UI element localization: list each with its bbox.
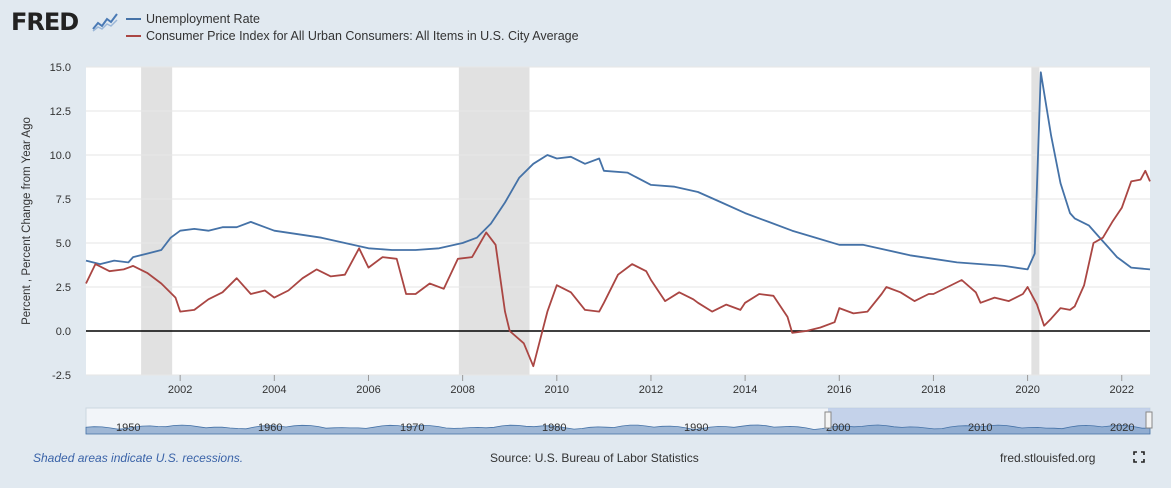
x-tick-label: 2004	[262, 384, 286, 396]
x-tick-label: 2010	[545, 384, 569, 396]
chart-legend: Unemployment Rate Consumer Price Index f…	[126, 10, 579, 44]
legend-item-unemployment[interactable]: Unemployment Rate	[126, 10, 579, 27]
navigator-area	[85, 424, 1151, 435]
legend-item-cpi[interactable]: Consumer Price Index for All Urban Consu…	[126, 27, 579, 44]
series-line-1[interactable]	[85, 169, 1151, 368]
x-tick-label: 2002	[168, 384, 192, 396]
line-chart[interactable]: 15.0 12.5 10.0 7.5 5.0 2.5 0.0 -2.5 2002 2004 2006…	[0, 0, 1171, 445]
navigator-label: 1960	[258, 422, 282, 434]
y-tick-label: 2.5	[56, 282, 71, 294]
recession-note: Shaded areas indicate U.S. recessions.	[33, 451, 244, 465]
y-tick-label: 5.0	[56, 238, 71, 250]
fullscreen-icon[interactable]	[1133, 451, 1145, 463]
y-tick-label: 10.0	[50, 150, 71, 162]
legend-swatch-cpi	[126, 34, 141, 37]
recession-band-1	[458, 67, 530, 375]
x-tick-label: 2018	[921, 384, 945, 396]
legend-label-unemployment: Unemployment Rate	[146, 11, 260, 26]
navigator-label: 1950	[116, 422, 140, 434]
y-tick-label: 12.5	[50, 106, 71, 118]
line-graph-icon	[92, 13, 118, 32]
site-link[interactable]: fred.stlouisfed.org	[1000, 451, 1096, 465]
navigator-label: 2020	[1110, 422, 1134, 434]
navigator-label: 1980	[542, 422, 566, 434]
x-tick-label: 2022	[1110, 384, 1134, 396]
x-tick-label: 2008	[450, 384, 474, 396]
navigator-label: 1990	[684, 422, 708, 434]
y-tick-label: 0.0	[56, 326, 71, 338]
x-tick-label: 2014	[733, 384, 757, 396]
x-tick-label: 2006	[356, 384, 380, 396]
fred-logo: FRED	[11, 8, 79, 36]
legend-swatch-unemployment	[126, 17, 141, 20]
plot-area	[86, 67, 1150, 375]
x-tick-label: 2020	[1015, 384, 1039, 396]
y-tick-label: 15.0	[50, 62, 71, 74]
series-line-0[interactable]	[85, 71, 1151, 271]
x-tick-label: 2016	[827, 384, 851, 396]
legend-label-cpi: Consumer Price Index for All Urban Consu…	[146, 28, 579, 43]
source-note: Source: U.S. Bureau of Labor Statistics	[490, 451, 699, 465]
x-tick-label: 2012	[639, 384, 663, 396]
navigator-label: 2000	[826, 422, 850, 434]
navigator-handle-left[interactable]	[824, 411, 832, 429]
navigator-handle-right[interactable]	[1145, 411, 1153, 429]
y-tick-label: 7.5	[56, 194, 71, 206]
navigator-label: 2010	[968, 422, 992, 434]
navigator-label: 1970	[400, 422, 424, 434]
recession-band-0	[141, 67, 173, 375]
y-axis-label: Percent , Percent Change from Year Ago	[21, 117, 33, 325]
y-tick-label: -2.5	[52, 370, 71, 382]
